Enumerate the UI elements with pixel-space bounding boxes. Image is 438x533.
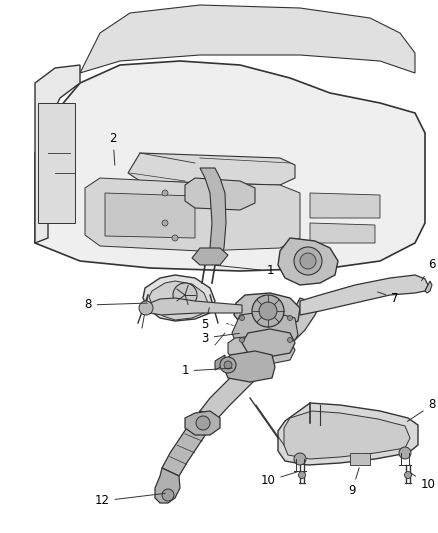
Polygon shape bbox=[310, 223, 375, 243]
Polygon shape bbox=[200, 298, 320, 418]
Polygon shape bbox=[310, 193, 380, 218]
Circle shape bbox=[294, 453, 306, 465]
Polygon shape bbox=[35, 61, 425, 271]
Polygon shape bbox=[223, 351, 275, 382]
Text: 3: 3 bbox=[201, 332, 239, 344]
Polygon shape bbox=[232, 311, 298, 352]
Polygon shape bbox=[300, 275, 428, 315]
Text: 8: 8 bbox=[84, 298, 147, 311]
Circle shape bbox=[240, 316, 244, 320]
Polygon shape bbox=[80, 5, 415, 73]
Polygon shape bbox=[200, 168, 226, 263]
Circle shape bbox=[252, 295, 284, 327]
Polygon shape bbox=[278, 403, 418, 465]
Circle shape bbox=[287, 337, 293, 343]
Circle shape bbox=[259, 302, 277, 320]
Polygon shape bbox=[105, 193, 195, 238]
Text: 2: 2 bbox=[109, 132, 117, 165]
Text: 8: 8 bbox=[407, 399, 436, 422]
Text: 7: 7 bbox=[378, 292, 399, 304]
Polygon shape bbox=[38, 103, 75, 223]
Circle shape bbox=[287, 316, 293, 320]
Polygon shape bbox=[215, 355, 225, 370]
Text: 9: 9 bbox=[348, 467, 359, 497]
Polygon shape bbox=[148, 298, 242, 315]
Text: 1: 1 bbox=[216, 264, 274, 278]
Polygon shape bbox=[162, 411, 218, 476]
Circle shape bbox=[240, 337, 244, 343]
Circle shape bbox=[294, 247, 322, 275]
Circle shape bbox=[162, 489, 174, 501]
Circle shape bbox=[299, 472, 305, 479]
Polygon shape bbox=[185, 411, 220, 435]
Polygon shape bbox=[350, 453, 370, 465]
Circle shape bbox=[162, 220, 168, 226]
Text: 12: 12 bbox=[95, 494, 165, 507]
Polygon shape bbox=[143, 275, 215, 321]
Text: 10: 10 bbox=[410, 473, 435, 491]
Text: 6: 6 bbox=[421, 259, 436, 281]
Polygon shape bbox=[192, 248, 228, 265]
Polygon shape bbox=[228, 335, 295, 365]
Circle shape bbox=[173, 283, 197, 307]
Text: 1: 1 bbox=[181, 365, 232, 377]
Polygon shape bbox=[278, 238, 338, 285]
Polygon shape bbox=[85, 178, 300, 251]
Circle shape bbox=[399, 447, 411, 459]
Polygon shape bbox=[155, 468, 180, 503]
Circle shape bbox=[224, 361, 232, 369]
Polygon shape bbox=[242, 329, 295, 357]
Circle shape bbox=[405, 472, 411, 479]
Polygon shape bbox=[185, 178, 255, 210]
Circle shape bbox=[172, 235, 178, 241]
Polygon shape bbox=[234, 293, 300, 330]
Circle shape bbox=[300, 253, 316, 269]
Text: 10: 10 bbox=[261, 472, 297, 488]
Polygon shape bbox=[149, 281, 208, 320]
Polygon shape bbox=[425, 281, 432, 293]
Circle shape bbox=[220, 357, 236, 373]
Circle shape bbox=[162, 190, 168, 196]
Polygon shape bbox=[284, 411, 410, 459]
Circle shape bbox=[139, 301, 153, 315]
Text: 5: 5 bbox=[201, 308, 209, 332]
Polygon shape bbox=[128, 153, 295, 185]
Polygon shape bbox=[35, 65, 80, 243]
Circle shape bbox=[196, 416, 210, 430]
